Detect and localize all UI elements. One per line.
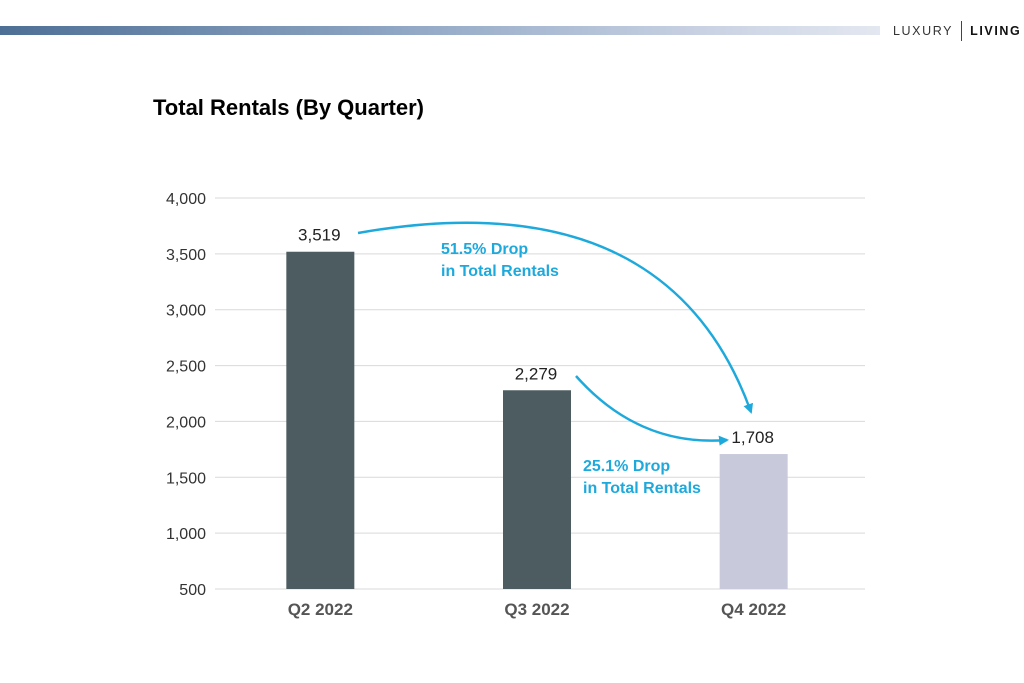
x-tick-label: Q3 2022	[504, 600, 569, 619]
brand-logo: LUXURY LIVING	[893, 21, 1021, 41]
bar-value-labels: 3,519 2,279 1,708	[298, 226, 774, 447]
bar	[286, 251, 355, 590]
annotation-2-line1: 25.1% Drop	[583, 458, 670, 475]
annotation-1-line2: in Total Rentals	[441, 263, 559, 280]
brand-living: LIVING	[970, 24, 1022, 38]
annotation-1-line1: 51.5% Drop	[441, 241, 528, 258]
brand-divider	[961, 21, 963, 41]
y-tick-label: 1,500	[166, 470, 206, 487]
bar-value-label: 1,708	[731, 428, 774, 447]
x-axis-ticks: Q2 2022 Q3 2022 Q4 2022	[288, 600, 787, 619]
annotation-2-line2: in Total Rentals	[583, 480, 701, 497]
x-tick-label: Q2 2022	[288, 600, 353, 619]
bar-value-label: 3,519	[298, 226, 341, 245]
y-tick-label: 500	[179, 582, 206, 599]
arrow-q3-to-q4	[575, 375, 729, 446]
y-tick-label: 3,500	[166, 247, 206, 264]
bar	[503, 390, 571, 589]
bar-value-label: 2,279	[515, 364, 558, 383]
bar	[719, 454, 788, 589]
header-accent-bar	[0, 26, 880, 35]
bars	[286, 251, 788, 590]
y-tick-label: 2,500	[166, 359, 206, 376]
y-tick-label: 1,000	[166, 526, 206, 543]
chart-title: Total Rentals (By Quarter)	[153, 95, 424, 120]
y-axis-ticks: 500 1,000 1,500 2,000 2,500 3,000 3,500 4,000	[166, 191, 206, 599]
arrow-q2-to-q4	[357, 221, 753, 414]
x-tick-label: Q4 2022	[721, 600, 786, 619]
y-tick-label: 2,000	[166, 414, 206, 431]
brand-luxury: LUXURY	[893, 24, 954, 38]
y-tick-label: 3,000	[166, 303, 206, 320]
y-tick-label: 4,000	[166, 191, 206, 208]
